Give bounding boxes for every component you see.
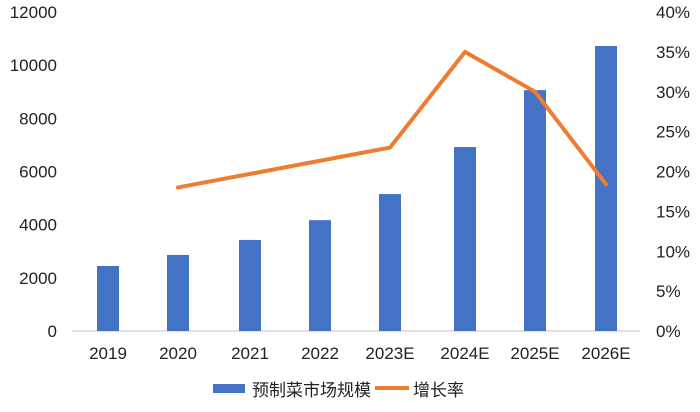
- x-axis-label: 2021: [231, 344, 269, 363]
- legend-bar-label: 预制菜市场规模: [252, 381, 371, 401]
- right-axis-tick: 15%: [656, 202, 690, 221]
- x-axis-label: 2020: [159, 344, 197, 363]
- x-axis-label: 2023E: [365, 344, 414, 363]
- growth-rate-line: [176, 49, 608, 190]
- bar: [595, 46, 617, 331]
- left-axis-tick: 10000: [10, 56, 57, 75]
- right-axis-tick: 20%: [656, 163, 690, 182]
- bar-series: [97, 46, 617, 331]
- bar: [454, 147, 476, 331]
- x-axis-label: 2025E: [510, 344, 559, 363]
- legend-bar-swatch: [213, 384, 245, 393]
- x-axis-label: 2022: [301, 344, 339, 363]
- left-axis-ticks: 0 2000 4000 6000 8000 10000 12000: [10, 3, 57, 341]
- legend: 预制菜市场规模 增长率: [213, 381, 464, 401]
- right-axis-tick: 10%: [656, 242, 690, 261]
- right-axis-tick: 35%: [656, 43, 690, 62]
- right-axis-tick: 40%: [656, 3, 690, 22]
- left-axis-tick: 12000: [10, 3, 57, 22]
- left-axis-tick: 2000: [19, 269, 57, 288]
- legend-line-label: 增长率: [413, 381, 464, 401]
- bar: [309, 220, 331, 331]
- bar: [379, 194, 401, 331]
- x-axis-labels: 2019 2020 2021 2022 2023E 2024E 2025E 2026E: [89, 344, 631, 363]
- right-axis-tick: 30%: [656, 83, 690, 102]
- bar: [524, 90, 546, 331]
- left-axis-tick: 8000: [19, 109, 57, 128]
- left-axis-tick: 6000: [19, 163, 57, 182]
- left-axis-tick: 0: [48, 322, 57, 341]
- right-axis-tick: 0%: [656, 322, 681, 341]
- right-axis-ticks: 0% 5% 10% 15% 20% 25% 30% 35% 40%: [656, 3, 690, 341]
- left-axis-tick: 4000: [19, 216, 57, 235]
- legend-line-swatch: [375, 386, 409, 390]
- bar: [97, 266, 119, 331]
- bar: [239, 239, 261, 331]
- x-axis-label: 2019: [89, 344, 127, 363]
- right-axis-tick: 5%: [656, 282, 681, 301]
- right-axis-tick: 25%: [656, 123, 690, 142]
- bar: [167, 254, 189, 331]
- x-axis-label: 2024E: [440, 344, 489, 363]
- x-axis-label: 2026E: [581, 344, 630, 363]
